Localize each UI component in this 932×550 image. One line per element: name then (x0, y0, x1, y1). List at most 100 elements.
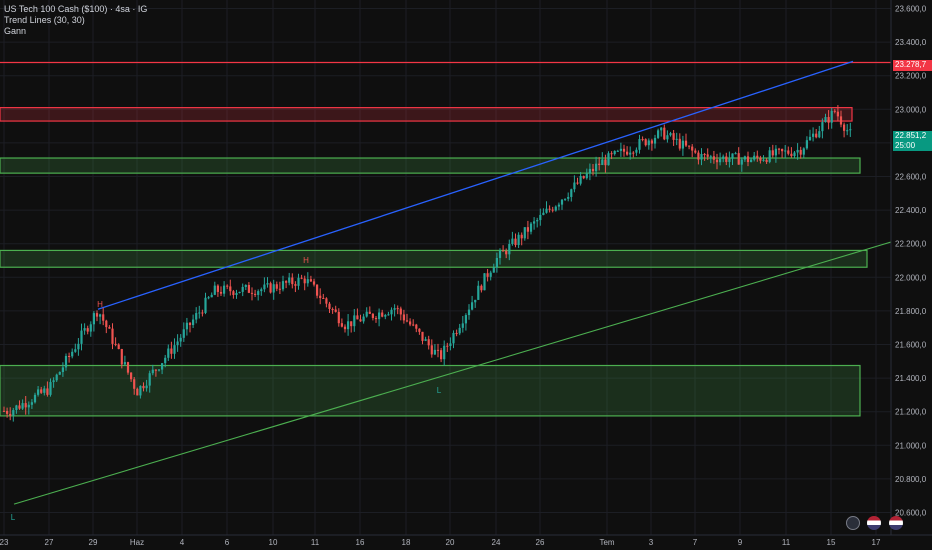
candle-body (173, 345, 176, 354)
us-flag-icon[interactable] (867, 516, 882, 530)
time-tick-label: 26 (536, 538, 545, 547)
price-tick-label: 21.600,0 (895, 341, 927, 350)
us-flag-icon[interactable] (888, 516, 903, 530)
candle-body (802, 148, 805, 155)
candle-body (176, 341, 179, 346)
candle-body (526, 227, 529, 232)
candle-body (669, 133, 672, 136)
candle-body (387, 314, 390, 316)
candle-body (805, 140, 808, 149)
candle-body (43, 388, 46, 393)
candle-body (793, 152, 796, 157)
time-tick-label: 17 (872, 538, 881, 547)
lightning-icon[interactable] (846, 516, 860, 530)
candle-body (734, 153, 737, 155)
candle-body (722, 156, 725, 159)
time-tick-label: 9 (738, 538, 743, 547)
candle-body (573, 182, 576, 190)
candle-body (746, 156, 750, 163)
candle-body (412, 324, 415, 326)
price-tick-label: 23.200,0 (895, 72, 927, 81)
candle-body (715, 159, 719, 163)
candle-body (216, 285, 219, 292)
resistance-zone[interactable] (0, 107, 853, 122)
candle-body (520, 234, 523, 239)
candle-body (126, 362, 130, 373)
candle-body (80, 330, 83, 344)
price-tick-label: 20.600,0 (895, 509, 927, 518)
candle-body (74, 349, 77, 352)
candle-body (359, 319, 362, 322)
pivot-label: L (437, 386, 442, 395)
candle-body (272, 284, 275, 293)
candle-body (539, 214, 542, 221)
price-tick-label: 20.800,0 (895, 475, 927, 484)
upper-trendline[interactable] (97, 60, 854, 310)
candle-body (430, 345, 433, 355)
candle-body (136, 388, 139, 396)
indicator-gann[interactable]: Gann (4, 26, 27, 36)
candle-body (508, 244, 511, 255)
candle-body (846, 130, 849, 132)
candle-body (61, 367, 64, 373)
support-zone[interactable] (0, 157, 861, 174)
candle-body (133, 379, 136, 389)
candle-body (533, 221, 536, 224)
time-tick-label: 20 (446, 538, 455, 547)
support-zone[interactable] (0, 249, 868, 268)
candle-body (424, 339, 427, 341)
candle-body (92, 313, 95, 325)
candle-body (632, 152, 635, 154)
candle-body (564, 198, 567, 200)
candle-body (21, 403, 24, 409)
candle-body (207, 297, 210, 299)
candle-body (114, 343, 117, 345)
candle-body (768, 150, 771, 162)
candle-body (250, 292, 254, 294)
trendlines (13, 60, 892, 505)
candle-body (471, 302, 474, 310)
candle-body (641, 139, 644, 141)
price-tick-label: 21.400,0 (895, 374, 927, 383)
candle-body (161, 363, 164, 370)
candle-body (55, 374, 58, 381)
candle-body (195, 313, 198, 320)
pivot-label: L (11, 513, 16, 522)
candle-body (415, 324, 418, 329)
candle-body (229, 286, 232, 292)
candle-body (474, 299, 477, 303)
candle-body (337, 311, 340, 324)
candle-body (836, 111, 839, 117)
candle-body (139, 385, 142, 396)
candle-body (2, 410, 6, 412)
candle-body (449, 343, 452, 347)
candle-body (151, 369, 154, 374)
candle-body (111, 328, 114, 344)
candle-body (353, 315, 356, 327)
candle-body (517, 234, 520, 246)
candle-body (334, 309, 337, 312)
candle-body (467, 309, 471, 316)
candle-body (452, 332, 455, 344)
candle-body (238, 291, 241, 293)
last-price-badge: 22.851,2 25:00 (893, 131, 932, 151)
time-axis[interactable]: 23 27 29 Haz 4 6 10 11 16 18 20 24 26 Tem 3 7 9 11 15 17 (0, 538, 881, 547)
time-tick-label: Tem (599, 538, 614, 547)
support-zone[interactable] (0, 364, 861, 417)
candle-body (402, 314, 405, 321)
candle-body (576, 182, 579, 184)
candle-body (325, 298, 328, 304)
symbol-title[interactable]: US Tech 100 Cash ($100) · 4sa · IG (4, 4, 148, 14)
candle-body (399, 308, 402, 315)
candle-body (164, 357, 167, 364)
candle-body (83, 328, 86, 331)
candle-body (688, 145, 691, 147)
lower-trendline[interactable] (13, 241, 892, 505)
candle-body (241, 286, 244, 292)
indicator-trend-lines[interactable]: Trend Lines (30, 30) (4, 15, 85, 25)
time-tick-label: 27 (45, 538, 54, 547)
candle-body (591, 168, 595, 172)
candle-body (294, 284, 297, 286)
candle-body (247, 284, 250, 293)
